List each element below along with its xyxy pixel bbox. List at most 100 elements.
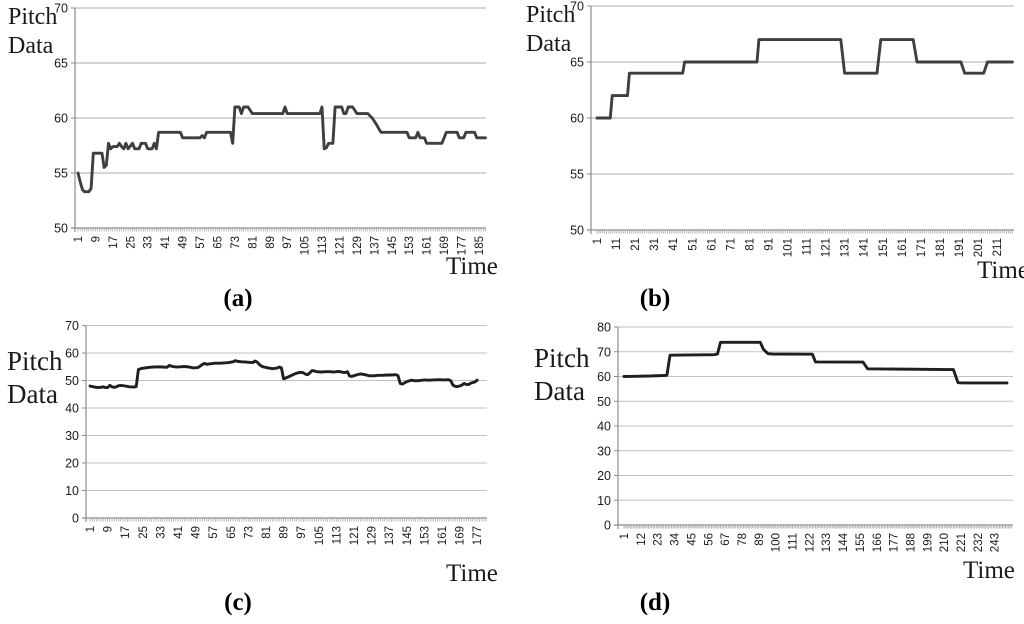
subfigure-caption-c: (c)	[224, 589, 252, 616]
x-tick-label: 211	[992, 238, 1004, 256]
y-tick-label: 70	[54, 2, 68, 16]
y-axis-title-line: Pitch	[534, 343, 590, 373]
y-tick-label: 40	[65, 402, 79, 416]
x-tick-label: 34	[670, 532, 682, 545]
x-tick-label: 137	[384, 526, 396, 545]
y-axis-title-d: Pitch Data	[534, 342, 590, 408]
y-tick-label: 50	[54, 222, 68, 236]
x-tick-label: 65	[212, 236, 224, 249]
y-tick-label: 60	[54, 112, 68, 126]
x-tick-label: 161	[897, 238, 909, 257]
x-tick-label: 91	[763, 238, 775, 251]
x-tick-label: 133	[821, 533, 833, 552]
subfigure-caption-b: (b)	[639, 285, 671, 312]
x-tick-label: 25	[125, 236, 137, 249]
x-tick-label: 171	[916, 238, 928, 257]
x-tick-label: 1	[85, 526, 97, 532]
x-tick-label: 141	[859, 238, 871, 257]
y-tick-label: 60	[570, 112, 584, 126]
x-tick-label: 137	[369, 236, 381, 255]
x-tick-label: 185	[474, 236, 486, 255]
y-tick-label: 70	[597, 345, 611, 359]
subfigure-caption-a: (a)	[223, 285, 253, 312]
x-tick-label: 105	[314, 526, 326, 545]
x-tick-label: 100	[771, 533, 783, 552]
x-tick-label: 81	[247, 236, 259, 249]
x-axis-title-b: Time	[977, 257, 1024, 284]
y-tick-label: 80	[597, 321, 611, 335]
x-tick-label: 89	[265, 236, 277, 249]
x-tick-label: 61	[706, 238, 718, 251]
y-tick-label: 60	[65, 347, 79, 361]
y-tick-label: 60	[597, 370, 611, 384]
x-tick-label: 153	[419, 526, 431, 545]
x-tick-label: 177	[889, 533, 901, 552]
x-tick-label: 101	[783, 238, 795, 257]
x-tick-label: 89	[754, 533, 766, 546]
y-axis-title-line: Data	[7, 379, 58, 409]
y-tick-label: 70	[65, 319, 79, 333]
x-tick-label: 65	[226, 526, 238, 539]
x-tick-label: 177	[472, 526, 484, 545]
x-tick-label: 17	[120, 526, 132, 539]
x-tick-label: 41	[173, 526, 185, 539]
x-tick-label: 97	[296, 526, 308, 539]
x-tick-label: 191	[954, 238, 966, 257]
y-tick-label: 20	[65, 457, 79, 471]
x-tick-label: 97	[282, 236, 294, 249]
x-tick-label: 81	[744, 238, 756, 251]
x-tick-label: 199	[922, 533, 934, 552]
x-tick-label: 31	[649, 238, 661, 251]
x-tick-label: 122	[804, 533, 816, 552]
x-tick-label: 181	[935, 238, 947, 257]
y-axis-title-line: Pitch	[7, 346, 63, 376]
x-tick-label: 51	[687, 238, 699, 251]
x-tick-label: 111	[788, 533, 800, 550]
y-tick-label: 0	[604, 519, 611, 533]
x-axis-title-c: Time	[446, 560, 498, 587]
x-tick-label: 23	[653, 533, 665, 546]
y-axis-title-line: Data	[8, 33, 54, 59]
y-tick-label: 50	[65, 374, 79, 388]
series-line-b	[595, 38, 1014, 120]
x-tick-label: 166	[872, 533, 884, 552]
y-tick-label: 30	[597, 444, 611, 458]
x-tick-label: 1	[73, 236, 85, 242]
x-tick-label: 145	[402, 526, 414, 545]
x-tick-label: 121	[334, 236, 346, 255]
x-tick-label: 1	[619, 533, 631, 539]
x-tick-label: 67	[720, 533, 732, 546]
x-axis-title-a: Time	[446, 253, 498, 280]
y-tick-label: 50	[597, 395, 611, 409]
y-axis-title-line: Pitch	[526, 2, 576, 28]
x-tick-label: 232	[973, 533, 985, 552]
subfigure-caption-d: (d)	[639, 589, 671, 616]
x-tick-label: 169	[439, 236, 451, 255]
x-tick-label: 177	[457, 236, 469, 255]
x-tick-label: 57	[195, 236, 207, 249]
x-tick-label: 161	[437, 526, 449, 545]
x-tick-label: 221	[956, 533, 968, 552]
x-tick-label: 33	[143, 236, 155, 249]
y-tick-label: 0	[72, 512, 79, 526]
x-tick-label: 161	[422, 236, 434, 255]
x-tick-label: 71	[725, 238, 737, 251]
x-tick-label: 131	[840, 238, 852, 257]
x-tick-label: 201	[973, 238, 985, 257]
y-tick-label: 10	[597, 494, 611, 508]
x-tick-label: 169	[455, 526, 467, 545]
x-tick-label: 73	[243, 526, 255, 539]
y-tick-label: 65	[54, 57, 68, 71]
x-tick-label: 41	[668, 238, 680, 251]
x-tick-label: 243	[990, 533, 1002, 552]
x-tick-label: 33	[155, 526, 167, 539]
x-tick-label: 12	[636, 533, 648, 546]
x-tick-label: 49	[191, 526, 203, 539]
series-line-c	[88, 359, 479, 390]
x-tick-label: 129	[352, 236, 364, 255]
y-tick-label: 50	[570, 224, 584, 238]
x-tick-label: 210	[939, 533, 951, 552]
x-tick-label: 21	[630, 238, 642, 251]
